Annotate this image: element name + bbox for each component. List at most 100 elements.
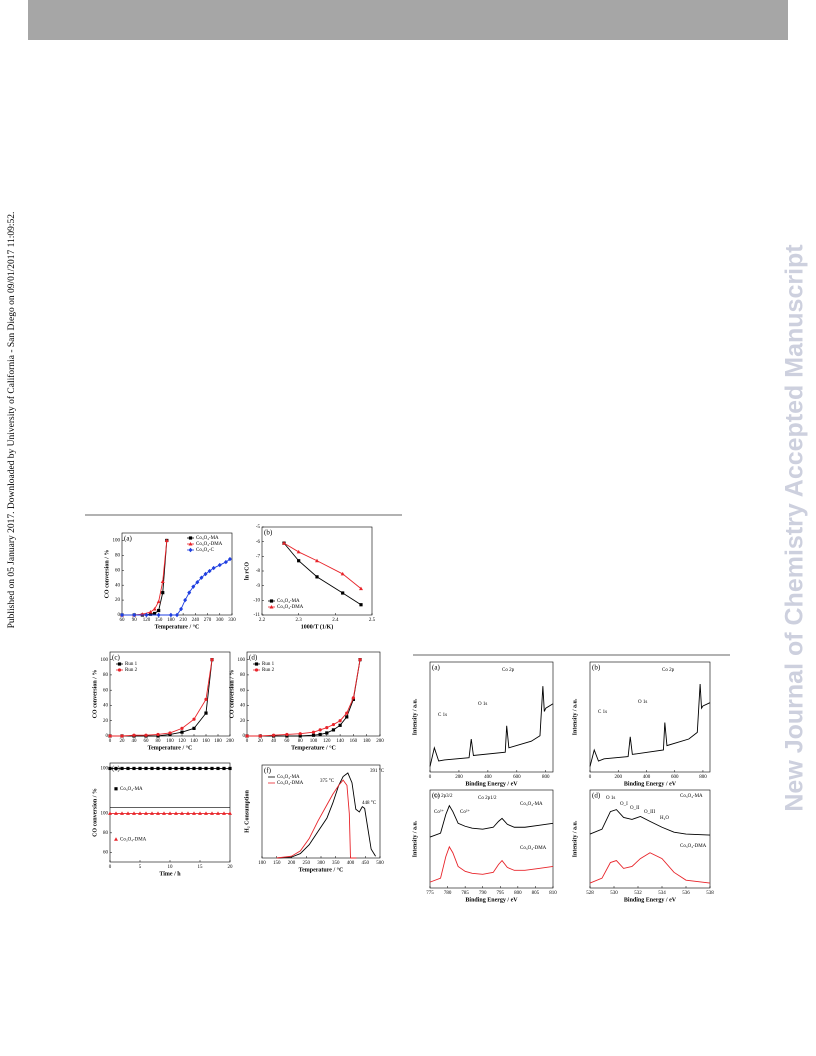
data-point xyxy=(174,766,178,771)
data-point xyxy=(359,603,363,607)
x-tick-label: 2.5 xyxy=(369,618,376,623)
annotation: Co 2p xyxy=(662,668,675,673)
plot-frame xyxy=(429,661,554,773)
x-tick-label: 20 xyxy=(258,739,264,744)
data-point xyxy=(132,612,137,618)
y-tick-label: 80 xyxy=(115,554,121,559)
data-point xyxy=(311,733,316,737)
data-point xyxy=(315,558,319,563)
plot-frame xyxy=(589,661,711,773)
x-axis-label: Binding Energy / eV xyxy=(624,781,677,787)
x-tick-label: 785 xyxy=(461,891,469,896)
data-point xyxy=(222,766,226,771)
y-tick-label: -7 xyxy=(256,554,261,559)
x-tick-label: 200 xyxy=(226,739,234,744)
data-point xyxy=(156,612,161,618)
annotation: O_II xyxy=(630,806,640,811)
data-line xyxy=(589,809,711,836)
data-point xyxy=(183,597,188,603)
y-tick-label: -9 xyxy=(256,584,261,589)
x-tick-label: 800 xyxy=(514,891,522,896)
y-tick-label: 100 xyxy=(113,539,121,544)
annotation: O_III xyxy=(644,810,655,815)
data-point xyxy=(358,658,362,662)
x-tick-label: 805 xyxy=(532,891,540,896)
data-point xyxy=(114,766,118,771)
data-point xyxy=(195,580,200,585)
data-point xyxy=(269,599,274,603)
data-point xyxy=(210,658,214,662)
annotation: Co 2p xyxy=(502,668,515,673)
x-tick-label: 800 xyxy=(542,775,550,780)
data-point xyxy=(331,722,336,727)
data-point xyxy=(210,766,214,771)
legend-label: Run 1 xyxy=(125,662,138,667)
data-point xyxy=(359,586,363,591)
legend-label: Co₃O₄-DMA xyxy=(120,837,147,842)
y-tick-label: 20 xyxy=(240,719,246,724)
x-tick-label: 775 xyxy=(426,891,434,896)
x-tick-label: 20 xyxy=(228,865,234,870)
x-tick-label: 330 xyxy=(228,618,236,623)
x-tick-label: 40 xyxy=(132,739,138,744)
y-tick-label: -5 xyxy=(256,525,261,530)
x-tick-label: 150 xyxy=(155,618,163,623)
x-tick-label: 140 xyxy=(190,739,198,744)
data-point xyxy=(175,612,179,618)
data-line xyxy=(276,779,357,859)
data-point xyxy=(216,811,220,815)
x-tick-label: 80 xyxy=(156,739,162,744)
x-tick-label: 15 xyxy=(198,865,204,870)
legend-label: Co₃O₄-C xyxy=(196,548,215,553)
data-point xyxy=(298,732,302,736)
x-tick-label: 780 xyxy=(444,891,452,896)
data-point xyxy=(192,766,196,771)
data-point xyxy=(210,811,214,815)
x-tick-label: 800 xyxy=(699,775,707,780)
data-line xyxy=(276,772,376,859)
x-tick-label: 240 xyxy=(192,618,200,623)
data-point xyxy=(160,579,165,583)
data-point xyxy=(254,662,259,666)
x-tick-label: 100 xyxy=(166,739,174,744)
x-tick-label: 160 xyxy=(350,739,358,744)
data-point xyxy=(144,811,148,815)
y-tick-label: 100 xyxy=(238,658,246,663)
y-tick-label: 60 xyxy=(240,688,246,693)
annotation: Co₃O₄-MA xyxy=(520,802,543,807)
y-axis-label: Intensity / a.u. xyxy=(412,820,418,857)
x-tick-label: 200 xyxy=(376,739,384,744)
data-line xyxy=(589,852,711,884)
x-tick-label: 538 xyxy=(706,891,714,896)
y-tick-label: 40 xyxy=(115,583,121,588)
data-point xyxy=(180,811,184,815)
x-axis-label: Temperature / °C xyxy=(291,744,336,751)
data-point xyxy=(298,734,302,738)
annotation: C 1s xyxy=(438,713,447,718)
watermark: New Journal of Chemistry Accepted Manusc… xyxy=(781,244,809,812)
x-tick-label: 534 xyxy=(658,891,666,896)
annotation: Co 2p3/2 xyxy=(434,794,453,799)
panel-label: (b) xyxy=(592,664,601,672)
x-tick-label: 180 xyxy=(167,618,175,623)
x-tick-label: 40 xyxy=(271,739,277,744)
data-point xyxy=(318,732,322,737)
data-point xyxy=(180,730,184,734)
data-point xyxy=(258,734,262,738)
data-line xyxy=(429,845,554,883)
x-tick-label: 120 xyxy=(323,739,331,744)
data-point xyxy=(198,766,202,771)
annotation: C 1s xyxy=(598,710,607,715)
panel-label: (a) xyxy=(432,664,440,672)
x-tick-label: 2.3 xyxy=(296,618,303,623)
data-point xyxy=(138,766,142,771)
data-point xyxy=(108,811,112,815)
x-tick-label: 0 xyxy=(589,775,592,780)
x-axis-label: 1000/T (1/K) xyxy=(301,623,333,630)
x-tick-label: 810 xyxy=(549,891,557,896)
data-point xyxy=(162,766,166,771)
data-point xyxy=(157,608,161,613)
x-tick-label: 60 xyxy=(120,618,126,623)
x-tick-label: 140 xyxy=(336,739,344,744)
x-tick-label: 795 xyxy=(497,891,505,896)
